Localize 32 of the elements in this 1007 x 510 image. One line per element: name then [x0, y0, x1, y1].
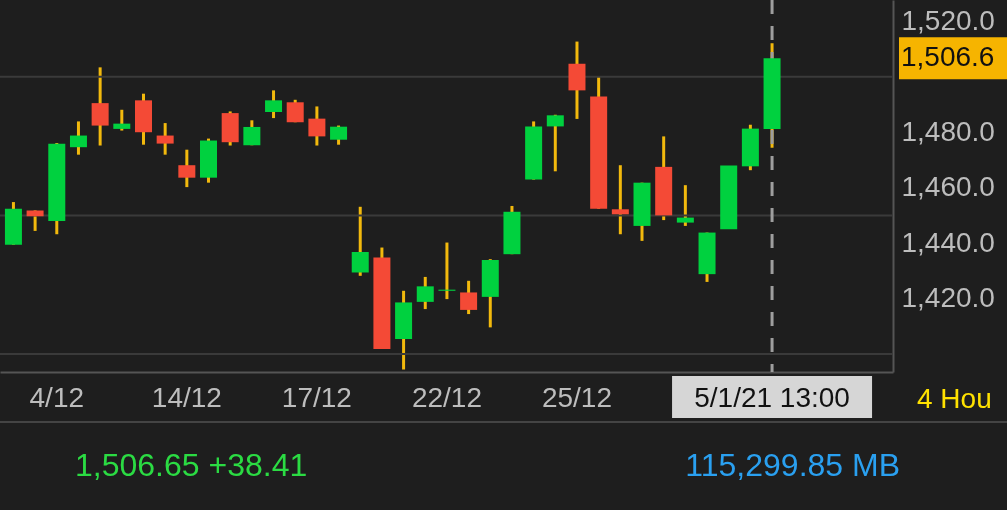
text: 1,506.6	[901, 41, 995, 73]
y-tick-label: 1,420.0	[901, 282, 995, 314]
x-tick-label: 17/12	[281, 381, 352, 413]
candlestick	[156, 123, 174, 155]
candlestick	[676, 185, 694, 226]
candlestick	[178, 149, 196, 189]
candlestick	[611, 165, 629, 236]
text: 1,506.65 +38.41	[75, 447, 308, 483]
x-tick-label: 4/12	[29, 381, 85, 413]
candlestick	[69, 121, 87, 155]
candlestick	[265, 90, 283, 120]
candlestick	[26, 210, 44, 231]
candlestick	[308, 106, 326, 146]
candlestick	[330, 125, 348, 145]
y-tick-label: 1,480.0	[901, 115, 995, 147]
candlestick	[351, 205, 369, 276]
x-tick-label: 14/12	[151, 381, 222, 413]
candlestick	[416, 275, 434, 311]
candlestick	[720, 165, 738, 230]
text: 115,299.85 MB	[685, 447, 900, 483]
y-tick-label: 1,460.0	[901, 171, 995, 203]
x-tick-label: 5/1/21 13:00	[694, 382, 850, 413]
candlestick	[546, 113, 564, 172]
x-tick-label: 25/12	[541, 381, 613, 413]
y-tick-label: 1,440.0	[901, 226, 995, 258]
text: 4 Hou	[917, 383, 992, 414]
x-tick-label: 22/12	[411, 381, 482, 413]
y-tick-label: 1,520.0	[901, 4, 995, 36]
candlestick	[243, 120, 261, 146]
candlestick	[113, 108, 131, 131]
candlestick	[460, 279, 478, 316]
candlestick	[91, 67, 109, 146]
